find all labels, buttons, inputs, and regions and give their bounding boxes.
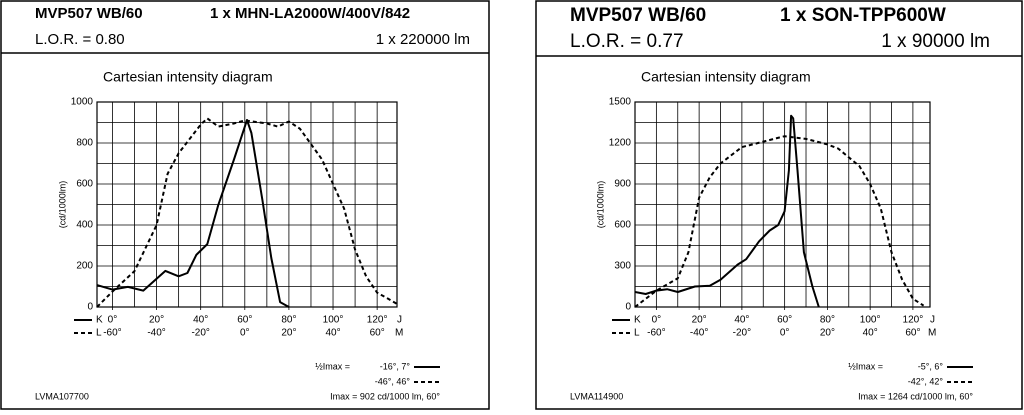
panel-frame (0, 0, 490, 410)
panel-frame (535, 0, 1023, 410)
half-imax-dashed: -42°, 42° (908, 376, 944, 386)
x-tick-label: 80° (281, 315, 296, 326)
y-tick-label: 600 (76, 179, 93, 190)
x2-tick-label: -40° (690, 328, 708, 339)
half-imax-dashed: -46°, 46° (375, 376, 411, 386)
x-tick-label: 80° (820, 315, 835, 326)
legend-label: K (634, 315, 641, 326)
y-tick-label: 800 (76, 138, 93, 149)
imax-note: Imax = 902 cd/1000 lm, 60° (330, 391, 440, 401)
x-tick-label: 120° (903, 315, 924, 326)
x2-tick-label: 60° (370, 328, 385, 339)
intensity-curve (96, 117, 398, 308)
luminaire-name: MVP507 WB/60 (570, 5, 706, 26)
intensity-curve (96, 119, 290, 308)
x2-tick-label: 0° (780, 328, 790, 339)
x2-tick-label: 40° (863, 328, 878, 339)
plot-frame (634, 101, 931, 308)
y-tick-label: 0 (87, 302, 93, 313)
x2-tick-label: -40° (147, 328, 165, 339)
y-axis-label: (cd/1000lm) (57, 181, 67, 229)
x2-end-label: M (928, 328, 936, 339)
y-tick-label: 0 (625, 302, 631, 313)
intensity-curve (634, 135, 925, 308)
lamp-flux: 1 x 90000 lm (881, 31, 990, 52)
x2-tick-label: -20° (733, 328, 751, 339)
chart-title: Cartesian intensity diagram (103, 69, 273, 85)
x2-tick-label: 40° (325, 328, 340, 339)
x2-tick-label: -60° (103, 328, 121, 339)
x-tick-label: 20° (692, 315, 707, 326)
x2-tick-label: 0° (240, 328, 250, 339)
x2-tick-label: 60° (905, 328, 920, 339)
y-tick-label: 1500 (609, 97, 632, 108)
y-tick-label: 400 (76, 220, 93, 231)
x-tick-label: 20° (149, 315, 164, 326)
x2-tick-label: -60° (647, 328, 665, 339)
plot-frame (96, 101, 398, 308)
y-tick-label: 300 (614, 261, 631, 272)
lamp-spec: 1 x SON-TPP600W (780, 5, 946, 26)
y-tick-label: 600 (614, 220, 631, 231)
x2-tick-label: -20° (191, 328, 209, 339)
legend-label: K (96, 315, 103, 326)
y-axis-label: (cd/1000lm) (595, 181, 605, 229)
lamp-spec: 1 x MHN-LA2000W/400V/842 (210, 5, 410, 22)
x2-end-label: M (395, 328, 403, 339)
legend-label: L (634, 328, 640, 339)
half-imax-label: ½Imax = (315, 361, 350, 371)
light-output-ratio: L.O.R. = 0.80 (35, 31, 125, 48)
x-tick-label: 40° (734, 315, 749, 326)
document-code: LVMA114900 (570, 391, 623, 401)
x-tick-label: 40° (193, 315, 208, 326)
x-tick-label: 60° (777, 315, 792, 326)
x-tick-label: 100° (860, 315, 881, 326)
x-tick-label: 0° (108, 315, 118, 326)
y-tick-label: 900 (614, 179, 631, 190)
half-imax-solid: -16°, 7° (380, 361, 411, 371)
x2-tick-label: 20° (820, 328, 835, 339)
x-end-label: J (930, 315, 935, 326)
x2-tick-label: 20° (281, 328, 296, 339)
x-tick-label: 60° (237, 315, 252, 326)
x-tick-label: 100° (323, 315, 344, 326)
y-tick-label: 1200 (609, 138, 632, 149)
document-code: LVMA107700 (35, 391, 89, 401)
x-tick-label: 0° (652, 315, 662, 326)
half-imax-label: ½Imax = (848, 361, 883, 371)
chart-title: Cartesian intensity diagram (641, 69, 811, 85)
luminaire-name: MVP507 WB/60 (35, 5, 143, 22)
x-end-label: J (397, 315, 402, 326)
y-tick-label: 200 (76, 261, 93, 272)
imax-note: Imax = 1264 cd/1000 lm, 60° (858, 391, 973, 401)
intensity-curve (634, 114, 820, 308)
x-tick-label: 120° (367, 315, 388, 326)
y-tick-label: 1000 (71, 97, 94, 108)
half-imax-solid: -5°, 6° (918, 361, 944, 371)
legend-label: L (96, 328, 102, 339)
light-output-ratio: L.O.R. = 0.77 (570, 31, 684, 52)
lamp-flux: 1 x 220000 lm (376, 31, 470, 48)
